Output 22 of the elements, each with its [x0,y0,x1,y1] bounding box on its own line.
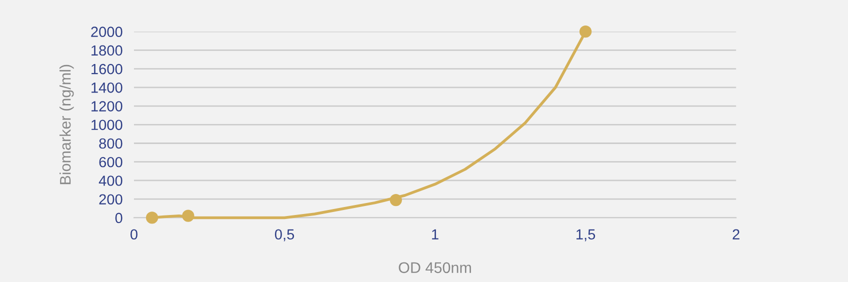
point [146,212,158,224]
x-tick-label: 1 [432,229,438,240]
point [390,194,402,206]
y-tick-label: 600 [99,156,122,168]
x-tick-label: 2 [732,229,740,240]
y-axis-title: Biomarker (ng/ml) [60,64,74,184]
y-tick-label: 2000 [91,26,122,38]
point [182,210,194,222]
y-tick-label: 1400 [92,82,122,93]
x-tick-label: 0,5 [274,229,294,242]
x-axis-title: OD 450nm [398,262,471,274]
y-tick-label: 0 [115,212,122,224]
x-tick-label: 1,5 [576,229,596,242]
y-tick-label: 200 [99,194,122,205]
x-tick-label: 0 [130,229,138,240]
y-tick-label: 400 [98,176,122,186]
y-tick-label: 1600 [92,64,122,74]
y-tick-label: 1000 [92,120,122,130]
y-tick-label: 1800 [92,45,122,56]
point [579,26,592,38]
y-tick-label: 800 [99,138,122,149]
y-tick-label: 1200 [92,101,122,112]
